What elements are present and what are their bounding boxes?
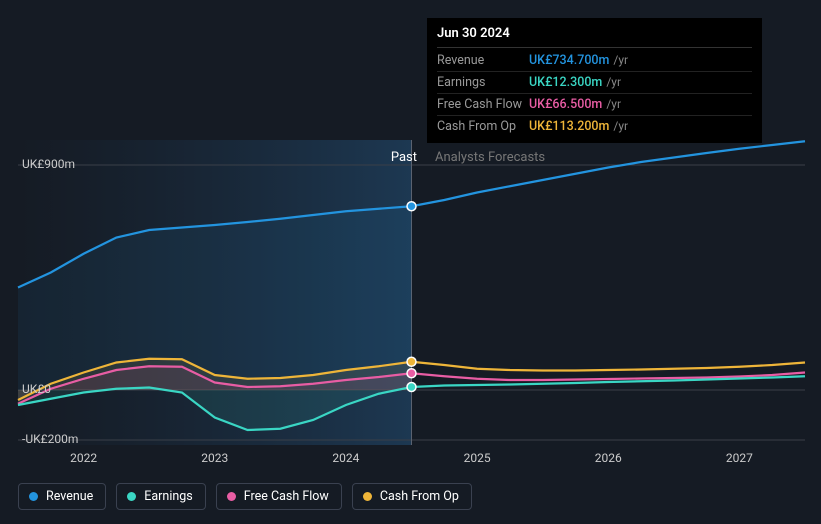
x-tick-label: 2023 — [201, 451, 228, 465]
tooltip-row: Cash From OpUK£113.200m/yr — [437, 116, 752, 137]
legend-label: Cash From Op — [380, 489, 459, 504]
x-tick-label: 2025 — [464, 451, 491, 465]
legend-dot-icon — [29, 492, 38, 501]
tooltip-row-value: UK£12.300m — [529, 75, 602, 90]
tooltip-row-unit: /yr — [606, 97, 621, 111]
tooltip-row-value: UK£113.200m — [529, 119, 609, 134]
y-tick-label: UK£0 — [22, 382, 51, 396]
x-tick-label: 2022 — [70, 451, 97, 465]
x-tick-label: 2026 — [595, 451, 622, 465]
hover-tooltip: Jun 30 2024 RevenueUK£734.700m/yrEarning… — [427, 18, 762, 143]
y-tick-label: UK£900m — [22, 157, 75, 171]
legend-dot-icon — [127, 492, 136, 501]
legend-item-free-cash-flow[interactable]: Free Cash Flow — [216, 483, 342, 510]
financial-chart: Past Analysts Forecasts UK£900m UK£0 -UK£2… — [0, 0, 821, 524]
region-label-forecast: Analysts Forecasts — [435, 150, 545, 165]
tooltip-row-unit: /yr — [613, 119, 628, 133]
legend-dot-icon — [227, 492, 236, 501]
legend-dot-icon — [363, 492, 372, 501]
tooltip-row: RevenueUK£734.700m/yr — [437, 50, 752, 72]
tooltip-row: EarningsUK£12.300m/yr — [437, 72, 752, 94]
legend-item-cash-from-op[interactable]: Cash From Op — [352, 483, 472, 510]
region-label-past: Past — [391, 150, 417, 165]
legend-item-earnings[interactable]: Earnings — [116, 483, 205, 510]
tooltip-row-unit: /yr — [613, 53, 628, 67]
x-tick-label: 2024 — [332, 451, 359, 465]
legend-label: Free Cash Flow — [244, 489, 329, 504]
tooltip-date: Jun 30 2024 — [437, 26, 752, 48]
tooltip-row: Free Cash FlowUK£66.500m/yr — [437, 94, 752, 116]
x-tick-label: 2027 — [726, 451, 753, 465]
tooltip-row-label: Cash From Op — [437, 119, 529, 134]
legend-label: Earnings — [144, 489, 192, 504]
tooltip-row-value: UK£66.500m — [529, 97, 602, 112]
tooltip-row-label: Earnings — [437, 75, 529, 90]
legend-label: Revenue — [46, 489, 93, 504]
y-tick-label: -UK£200m — [22, 432, 78, 446]
legend-item-revenue[interactable]: Revenue — [18, 483, 106, 510]
tooltip-row-label: Revenue — [437, 53, 529, 68]
tooltip-row-unit: /yr — [606, 75, 621, 89]
legend: Revenue Earnings Free Cash Flow Cash From O… — [18, 483, 472, 510]
tooltip-row-value: UK£734.700m — [529, 53, 609, 68]
tooltip-row-label: Free Cash Flow — [437, 97, 529, 112]
